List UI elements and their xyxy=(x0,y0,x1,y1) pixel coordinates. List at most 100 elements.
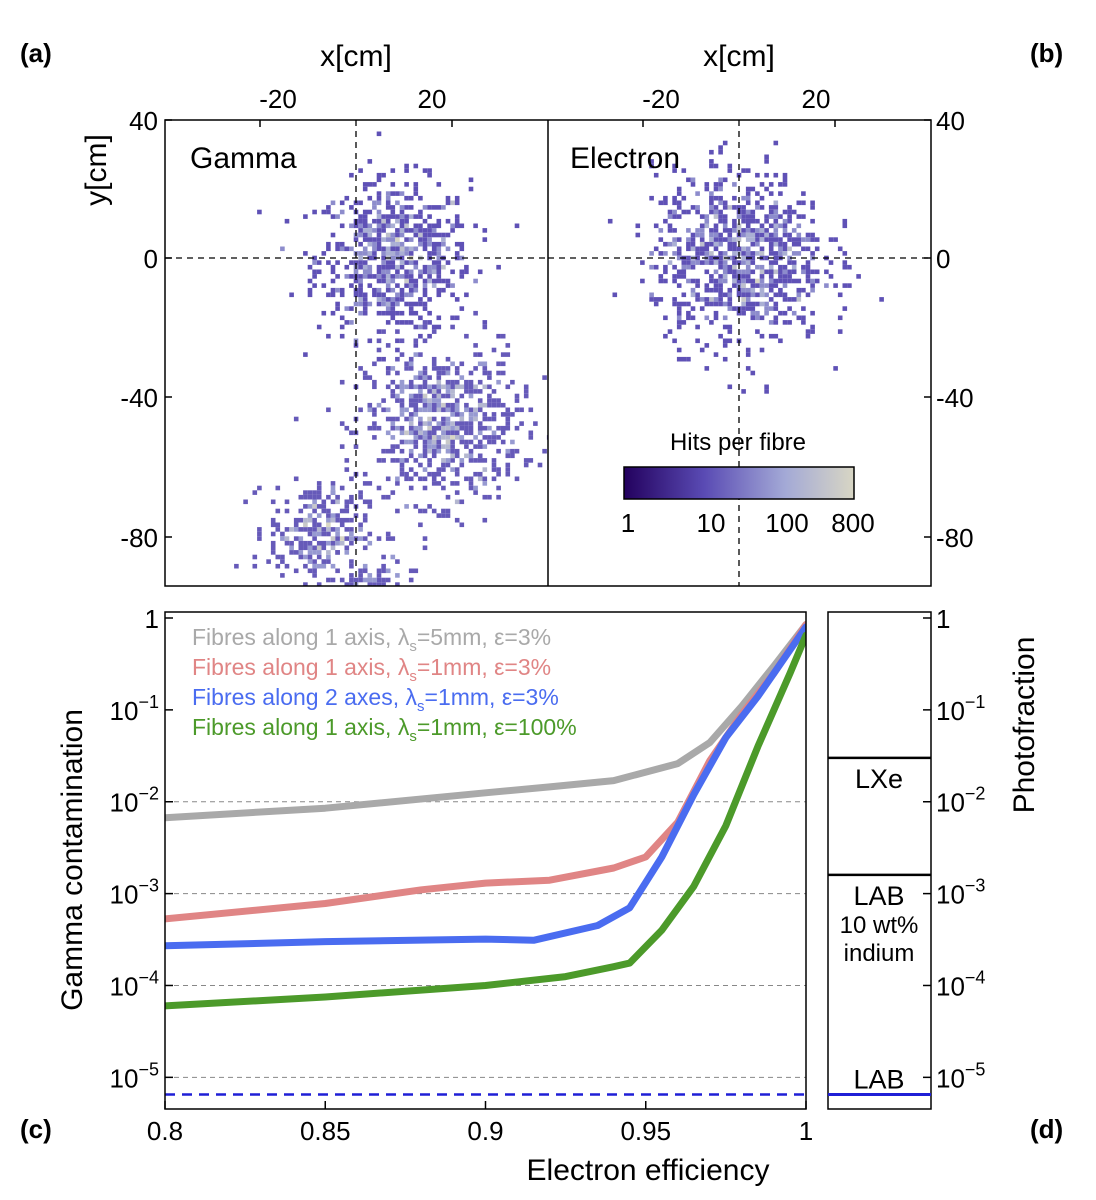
hit-cell xyxy=(385,320,391,325)
hit-cell xyxy=(362,218,368,224)
hit-cell xyxy=(487,439,492,445)
hit-cell xyxy=(755,205,760,210)
hit-cell xyxy=(496,494,501,500)
hit-cell xyxy=(413,375,419,380)
hit-cell xyxy=(768,333,774,339)
colorbar-tick-100: 100 xyxy=(765,508,808,538)
hit-cell xyxy=(736,292,742,298)
hit-cell xyxy=(326,540,331,546)
hit-cell xyxy=(372,577,377,583)
hit-cell xyxy=(722,324,728,330)
hit-cell xyxy=(441,467,446,472)
hit-cell xyxy=(363,615,368,620)
hit-cell xyxy=(736,278,742,284)
hit-cell xyxy=(473,485,478,491)
hit-cell xyxy=(773,306,779,311)
hit-cell xyxy=(395,264,400,270)
hitmaps: -20 20 -20 20 x[cm] x[cm] 40 0 -40 -80 y… xyxy=(80,40,974,620)
hit-cell xyxy=(454,297,460,302)
hit-cell xyxy=(316,563,322,569)
hit-cell xyxy=(427,310,432,316)
hit-cell xyxy=(390,425,396,431)
hit-cell xyxy=(505,352,511,357)
hit-cell xyxy=(381,356,386,362)
hit-cell xyxy=(385,343,391,348)
hit-cell xyxy=(750,251,756,256)
hit-cell xyxy=(339,315,345,321)
hit-cell xyxy=(404,274,409,279)
hit-cell xyxy=(367,255,373,261)
hit-cell xyxy=(385,577,391,583)
hit-cell xyxy=(773,278,779,284)
hit-cell xyxy=(842,223,848,229)
hit-cell xyxy=(385,264,391,270)
hit-cell xyxy=(349,306,354,311)
hit-cell xyxy=(349,246,354,252)
hit-cell xyxy=(399,251,405,256)
hit-cell xyxy=(690,232,696,238)
hit-cell xyxy=(751,99,756,104)
hit-cell xyxy=(450,467,455,472)
hit-cell xyxy=(741,246,746,252)
hit-cell xyxy=(441,476,446,482)
hit-cell xyxy=(718,145,723,150)
hit-cell xyxy=(464,430,469,436)
hit-cell xyxy=(289,540,294,546)
hit-cell xyxy=(408,356,414,362)
hit-cell xyxy=(316,550,322,555)
hit-cell xyxy=(436,435,442,440)
hit-cell xyxy=(686,228,691,233)
hit-cell xyxy=(395,297,400,302)
hit-cell xyxy=(459,241,465,247)
hit-cell xyxy=(372,274,377,279)
hit-cell xyxy=(468,458,474,463)
hit-cell xyxy=(358,301,363,307)
hit-cell xyxy=(441,513,446,518)
hit-cell xyxy=(713,241,719,247)
hit-cell xyxy=(482,361,488,367)
hit-cell xyxy=(745,278,751,284)
hit-cell xyxy=(377,592,382,597)
hit-cell xyxy=(709,191,714,196)
hit-cell xyxy=(344,536,350,541)
hit-cell xyxy=(709,195,714,201)
hit-cell xyxy=(307,264,313,270)
hit-cell xyxy=(303,504,308,509)
hit-cell xyxy=(745,366,751,371)
hit-cell xyxy=(805,260,811,265)
hit-cell xyxy=(796,214,802,219)
hit-cell xyxy=(718,260,723,265)
hit-cell xyxy=(427,435,432,440)
hit-cell xyxy=(773,140,779,146)
hit-cell xyxy=(312,274,317,279)
hit-cell xyxy=(395,615,400,620)
hit-cell xyxy=(399,274,405,279)
hit-cell xyxy=(741,283,746,288)
hit-cell xyxy=(663,251,668,256)
hit-cell xyxy=(667,241,673,247)
hit-cell xyxy=(824,283,829,288)
y2-tick-label-1: 10−1 xyxy=(936,692,985,726)
hit-cell xyxy=(385,205,391,210)
hit-cell xyxy=(422,241,428,247)
hit-cell xyxy=(349,223,354,229)
hit-cell xyxy=(450,402,455,408)
hit-cell xyxy=(367,232,373,238)
hit-cell xyxy=(782,310,788,316)
hit-cell xyxy=(741,260,746,265)
hit-cell xyxy=(270,531,276,537)
hit-cell xyxy=(404,504,409,509)
hit-cell xyxy=(376,131,382,137)
hit-cell xyxy=(464,384,469,390)
hit-cell xyxy=(713,209,719,215)
y2-tick-label-5: 10−5 xyxy=(936,1059,985,1093)
hit-cell xyxy=(344,504,350,509)
hit-cell xyxy=(339,421,345,426)
hit-cell xyxy=(713,232,719,238)
hit-cell xyxy=(409,605,414,610)
hit-cell xyxy=(741,195,746,201)
hit-cell xyxy=(441,264,446,270)
hit-cell xyxy=(828,237,834,242)
hit-cell xyxy=(759,251,765,256)
